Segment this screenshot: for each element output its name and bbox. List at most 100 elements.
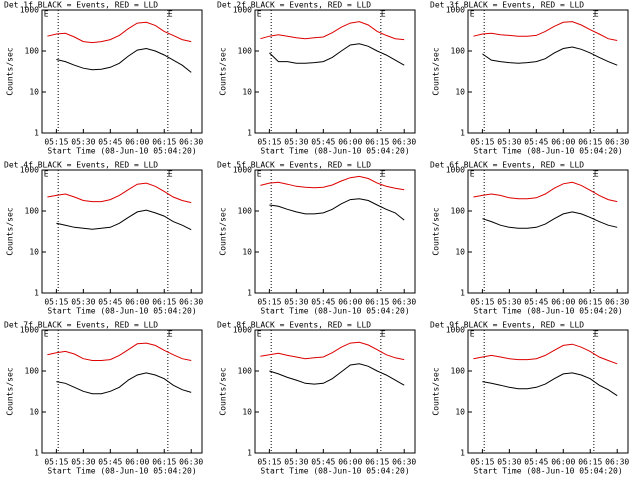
x-tick-label: 05:15	[257, 138, 281, 147]
y-tick-label: 100	[238, 367, 253, 376]
chart-title: Det 2f BLACK = Events, RED = LLD	[217, 1, 371, 10]
y-axis-label: Counts/sec	[6, 47, 15, 95]
x-tick-label: 05:15	[44, 138, 68, 147]
event-marker: E	[594, 170, 599, 179]
x-tick-label: 06:15	[365, 298, 389, 307]
chart-title: Det 7f BLACK = Events, RED = LLD	[4, 321, 158, 330]
series-line	[56, 209, 192, 231]
y-tick-label: 1	[460, 129, 465, 138]
x-tick-label: 05:30	[497, 458, 521, 467]
x-tick-label: 06:15	[578, 298, 602, 307]
x-tick-label: 06:00	[338, 458, 362, 467]
y-axis-label: Counts/sec	[432, 367, 441, 415]
series-line	[269, 363, 405, 386]
x-tick-label: 05:15	[257, 298, 281, 307]
event-marker: E	[470, 170, 475, 179]
series-line	[260, 175, 405, 191]
series-line	[269, 198, 405, 221]
series-line	[260, 21, 405, 41]
series-line	[260, 341, 405, 361]
x-tick-label: 06:00	[551, 298, 575, 307]
x-tick-label: 06:15	[578, 138, 602, 147]
y-tick-label: 10	[242, 408, 252, 417]
x-axis-label: Start Time (08-Jun-10 05:04:20)	[47, 307, 196, 316]
x-tick-label: 06:30	[392, 458, 416, 467]
x-tick-label: 05:30	[497, 298, 521, 307]
y-tick-label: 1000	[233, 326, 252, 335]
event-marker: E	[470, 330, 475, 339]
x-tick-label: 05:45	[98, 138, 122, 147]
plot-frame	[41, 9, 203, 134]
x-tick-label: 05:30	[71, 138, 95, 147]
y-tick-label: 100	[25, 367, 40, 376]
event-marker: E	[381, 170, 386, 179]
series-line	[482, 211, 618, 229]
plot-frame	[41, 169, 203, 294]
x-tick-label: 05:45	[311, 138, 335, 147]
y-tick-label: 10	[29, 408, 39, 417]
plot-frame	[254, 329, 416, 454]
y-tick-label: 1	[34, 129, 39, 138]
x-tick-label: 05:15	[44, 298, 68, 307]
y-axis-label: Counts/sec	[6, 367, 15, 415]
y-tick-label: 1000	[446, 326, 465, 335]
y-tick-label: 1000	[446, 6, 465, 15]
y-tick-label: 100	[451, 207, 466, 216]
x-tick-label: 06:00	[125, 138, 149, 147]
y-tick-label: 10	[242, 88, 252, 97]
y-tick-label: 10	[29, 88, 39, 97]
y-tick-label: 1	[247, 289, 252, 298]
y-tick-label: 10	[29, 248, 39, 257]
x-tick-label: 06:00	[338, 298, 362, 307]
y-tick-label: 1000	[20, 326, 39, 335]
series-line	[56, 47, 192, 73]
y-tick-label: 100	[25, 47, 40, 56]
x-tick-label: 05:30	[71, 458, 95, 467]
event-marker: E	[257, 170, 262, 179]
event-marker: E	[470, 10, 475, 19]
chart-title: Det 4f BLACK = Events, RED = LLD	[4, 161, 158, 170]
y-axis-label: Counts/sec	[219, 367, 228, 415]
x-tick-label: 06:00	[551, 458, 575, 467]
y-tick-label: 10	[242, 248, 252, 257]
y-axis-label: Counts/sec	[432, 47, 441, 95]
y-tick-label: 100	[25, 207, 40, 216]
series-line	[482, 46, 618, 66]
series-line	[473, 21, 618, 41]
x-tick-label: 06:15	[365, 458, 389, 467]
chart-title: Det 8f BLACK = Events, RED = LLD	[217, 321, 371, 330]
series-line	[47, 182, 192, 204]
event-marker: E	[168, 330, 173, 339]
x-tick-label: 06:15	[365, 138, 389, 147]
plot-frame	[254, 169, 416, 294]
series-line	[482, 372, 618, 397]
y-axis-label: Counts/sec	[6, 207, 15, 255]
x-tick-label: 05:30	[71, 298, 95, 307]
x-tick-label: 05:45	[98, 458, 122, 467]
x-tick-label: 05:30	[284, 298, 308, 307]
x-tick-label: 06:30	[179, 458, 203, 467]
x-tick-label: 05:45	[98, 298, 122, 307]
x-tick-label: 05:15	[470, 138, 494, 147]
x-tick-label: 06:30	[392, 298, 416, 307]
x-axis-label: Start Time (08-Jun-10 05:04:20)	[47, 147, 196, 156]
x-tick-label: 06:00	[125, 298, 149, 307]
x-axis-label: Start Time (08-Jun-10 05:04:20)	[473, 467, 622, 476]
y-tick-label: 1	[34, 449, 39, 458]
x-tick-label: 06:30	[392, 138, 416, 147]
y-tick-label: 1000	[446, 166, 465, 175]
x-tick-label: 05:45	[311, 458, 335, 467]
x-tick-label: 05:15	[257, 458, 281, 467]
event-marker: E	[594, 10, 599, 19]
x-tick-label: 05:45	[524, 298, 548, 307]
y-axis-label: Counts/sec	[219, 207, 228, 255]
plot-frame	[41, 329, 203, 454]
x-axis-label: Start Time (08-Jun-10 05:04:20)	[260, 147, 409, 156]
y-tick-label: 1	[460, 449, 465, 458]
x-tick-label: 06:30	[179, 298, 203, 307]
plot-frame	[467, 9, 629, 134]
x-tick-label: 05:45	[524, 138, 548, 147]
series-line	[473, 343, 618, 365]
x-tick-label: 06:15	[152, 138, 176, 147]
